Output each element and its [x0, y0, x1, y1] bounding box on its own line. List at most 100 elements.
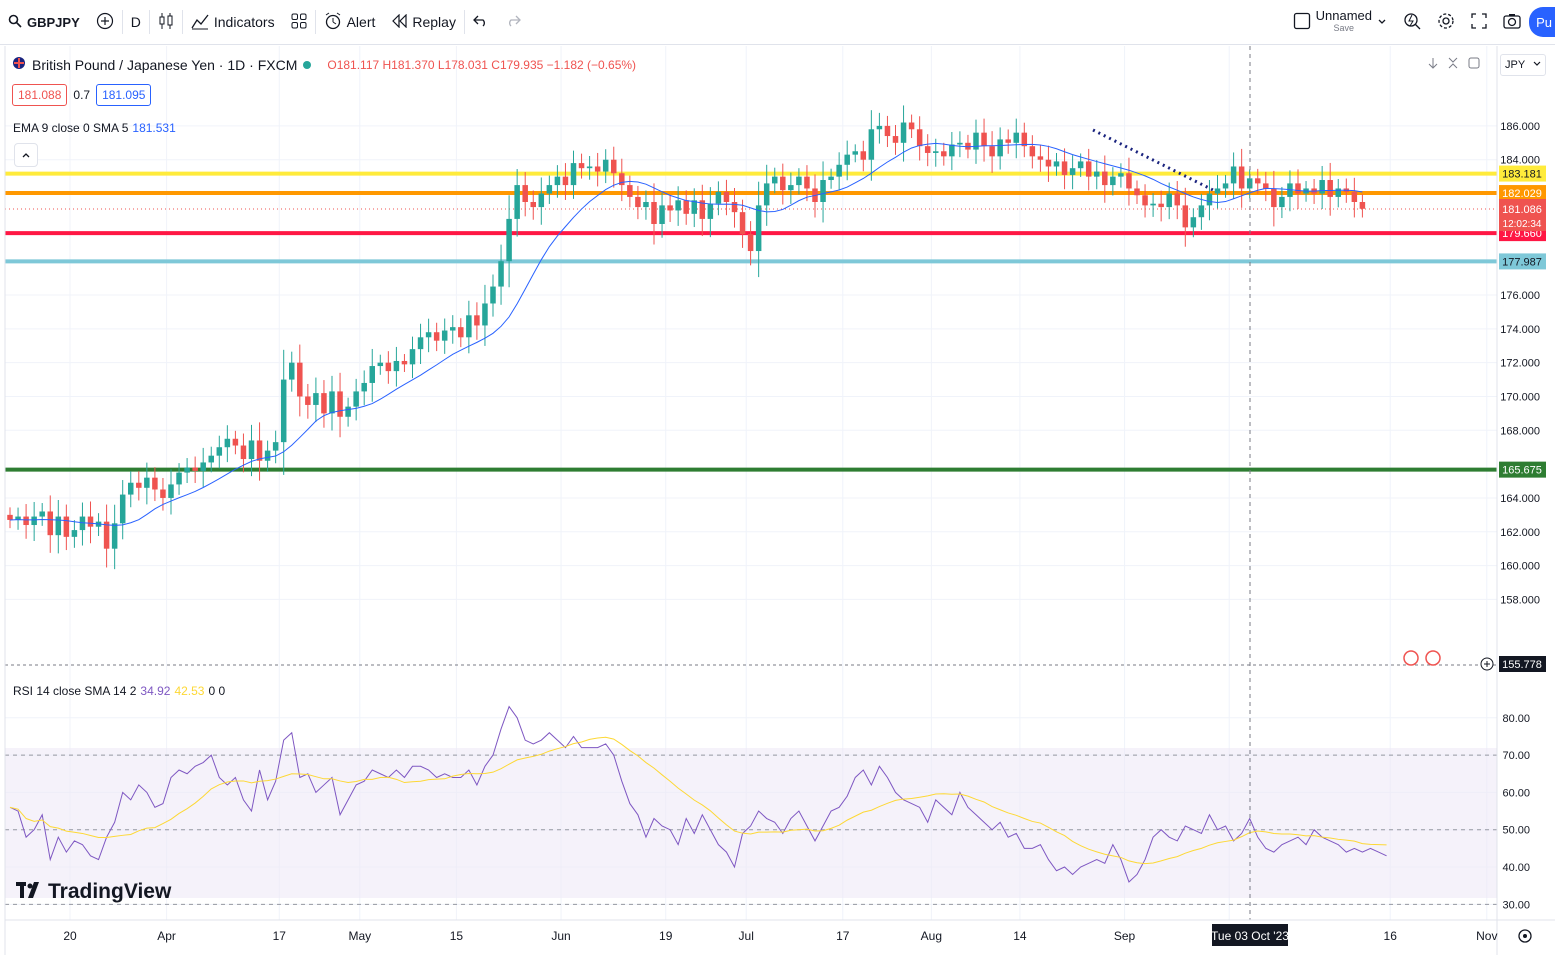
compare-button[interactable] [88, 0, 122, 44]
publish-button[interactable]: Pu [1529, 7, 1555, 37]
toolbar-right: Unnamed Save Pu [1285, 0, 1555, 44]
time-tick-label: 16 [1384, 929, 1398, 943]
candle-body [361, 382, 367, 392]
candle-body [860, 151, 867, 160]
settings-corner[interactable] [1518, 929, 1532, 943]
rsi-bands [5, 754, 1497, 905]
time-tick-label: 17 [273, 929, 287, 943]
bid-ask: 181.088 0.7 181.095 [12, 84, 152, 106]
indicators-button[interactable]: Indicators [183, 0, 283, 44]
candle-body [1214, 188, 1221, 194]
candle-body [1255, 178, 1261, 184]
collapse-legend-button[interactable] [14, 143, 38, 167]
alert-button[interactable]: Alert [316, 0, 384, 44]
price-tick-label: 184.000 [1500, 155, 1540, 167]
fullscreen-button[interactable] [1463, 0, 1495, 44]
candle-body [619, 173, 625, 186]
rsi-label: RSI 14 close SMA 14 2 [13, 684, 137, 698]
time-tick-label: 17 [836, 929, 850, 943]
trend-line-dotted[interactable] [1092, 128, 1214, 192]
replay-button[interactable]: Replay [383, 0, 464, 44]
chart-svg[interactable]: 186.000 184.000 176.000 174.000 172.000 170.0… [0, 45, 1555, 955]
gear-icon [1437, 12, 1455, 33]
rsi-sma-line [9, 736, 1387, 865]
collapse-pane-icon[interactable] [1448, 57, 1458, 72]
candle-body [578, 163, 585, 169]
toolbar-divider [463, 10, 465, 34]
candle-body [981, 132, 987, 147]
crosshair-time-label: Tue 03 Oct '23 [1211, 929, 1289, 943]
toolbar-divider [181, 10, 183, 34]
pane-controls [1428, 57, 1480, 72]
alert-label: Alert [346, 14, 376, 30]
rsi-tick-label: 40.00 [1502, 862, 1530, 874]
candle-body [71, 530, 78, 537]
candle-body [240, 445, 247, 460]
candle-body [369, 366, 375, 383]
arrow-down-icon[interactable] [1428, 57, 1438, 72]
time-scale[interactable]: 20Apr17May15Jun19Jul17Aug14Sep1816NovTue… [63, 924, 1497, 946]
symbol-title: British Pound / Japanese Yen · 1D · FXCM [32, 56, 298, 73]
time-tick-label: Nov [1476, 929, 1497, 943]
snapshot-button[interactable] [1495, 0, 1529, 44]
candle-body [490, 286, 496, 304]
maximize-pane-icon[interactable] [1468, 57, 1480, 72]
undo-button[interactable] [465, 0, 497, 44]
currency-select[interactable]: JPY [1500, 54, 1546, 76]
candle-body [739, 212, 746, 235]
candle-body [393, 360, 400, 372]
redo-button[interactable] [497, 0, 529, 44]
ask-price[interactable]: 181.095 [96, 84, 152, 106]
chart-type-button[interactable] [150, 0, 182, 44]
event-markers[interactable] [1403, 650, 1494, 671]
candle-body [1118, 173, 1124, 177]
symbol-legend[interactable]: British Pound / Japanese Yen · 1D · FXCM… [12, 56, 636, 73]
quick-search-button[interactable] [1395, 0, 1429, 44]
rsi-legend[interactable]: RSI 14 close SMA 14 2 34.92 42.53 0 0 [13, 684, 225, 698]
interval-button[interactable]: D [123, 0, 149, 44]
bid-price[interactable]: 181.088 [12, 84, 68, 106]
gear-icon[interactable] [1518, 929, 1532, 943]
rsi-scale[interactable]: 80.00 70.00 60.00 50.00 40.00 30.00 [1502, 713, 1530, 912]
candle-body [1263, 183, 1269, 189]
candle-body [200, 462, 206, 471]
candle-body [31, 516, 37, 526]
candle-body [884, 125, 891, 137]
candle-body [707, 203, 714, 219]
candle-body [1190, 217, 1197, 228]
interval-label: D [130, 14, 141, 30]
candle-body [264, 450, 271, 461]
candle-body [949, 144, 955, 157]
symbol-search[interactable]: GBPJPY [0, 0, 88, 44]
chart-area[interactable]: 186.000 184.000 176.000 174.000 172.000 170.0… [0, 45, 1555, 955]
rsi-band-fill [5, 748, 1497, 898]
flag-marker-icon[interactable] [1425, 650, 1441, 666]
time-tick-label: Aug [921, 929, 942, 943]
candle-body [514, 185, 520, 219]
event-marker-icon[interactable] [1403, 650, 1419, 666]
candle-body [989, 146, 995, 157]
ema-legend[interactable]: EMA 9 close 0 SMA 5 181.531 [13, 121, 176, 135]
candle-body [55, 516, 62, 536]
candle-body [353, 391, 359, 407]
settings-button[interactable] [1429, 0, 1463, 44]
candle-body [192, 467, 198, 471]
price-scale[interactable]: 186.000 184.000 176.000 174.000 172.000 170.0… [1500, 121, 1540, 607]
candle-body [208, 455, 214, 463]
templates-button[interactable] [283, 0, 315, 44]
layout-button[interactable]: Unnamed Save [1285, 0, 1395, 44]
price-label-box [1499, 185, 1546, 202]
candle-body [1013, 132, 1019, 143]
price-label: 182.029 [1502, 188, 1542, 200]
candle-body [796, 176, 802, 186]
candle-body [329, 391, 335, 414]
candle-body [1150, 203, 1156, 206]
chevron-down-icon [1377, 14, 1387, 30]
time-tick-label: 15 [450, 929, 464, 943]
candle-body [144, 477, 150, 488]
price-labels: 183.181 182.029 179.660 177.987 165.675 181.0… [1499, 165, 1546, 672]
save-label[interactable]: Save [1333, 23, 1355, 33]
symbol-name: GBPJPY [27, 14, 80, 30]
candle-body [1069, 168, 1076, 175]
price-tick-label: 170.000 [1500, 391, 1540, 403]
